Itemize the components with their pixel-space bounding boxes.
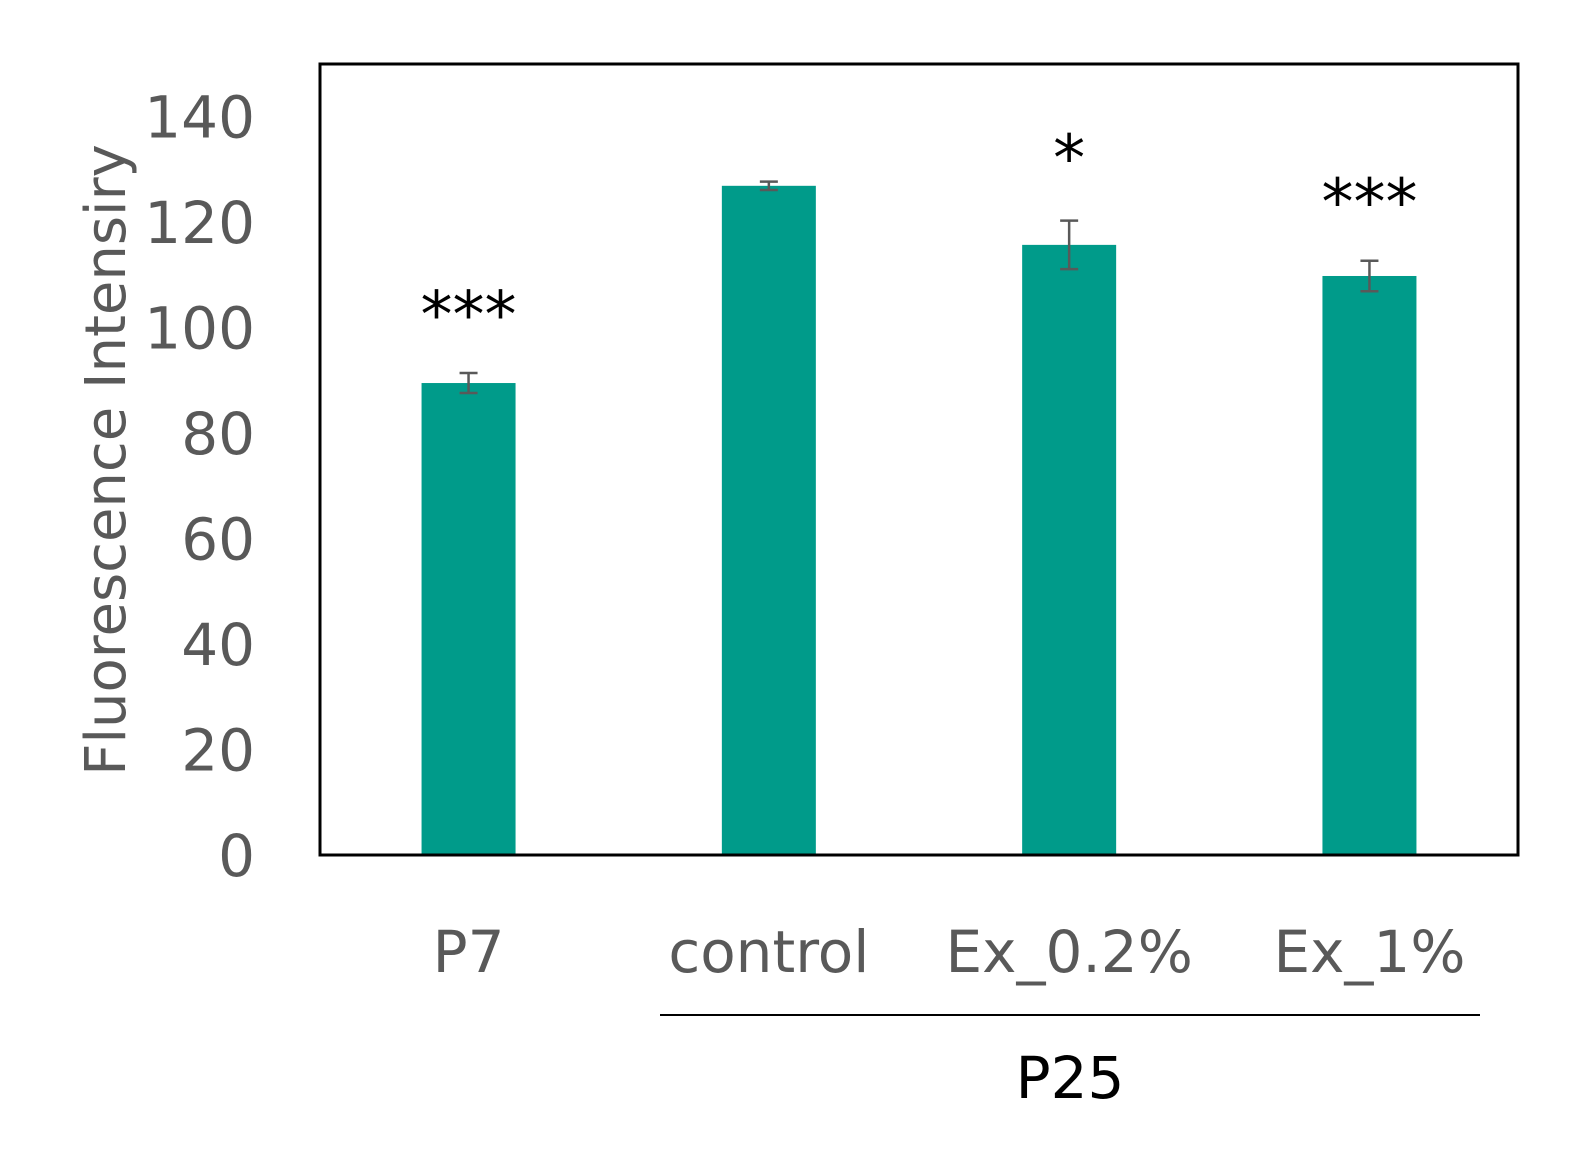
significance-marker: ***: [421, 279, 517, 353]
x-tick-label: Ex_1%: [1273, 918, 1465, 986]
y-tick-label: 140: [144, 84, 255, 152]
y-tick-label: 0: [218, 822, 255, 890]
x-tick-label: Ex_0.2%: [945, 918, 1192, 986]
y-tick-label: 80: [181, 400, 255, 468]
y-tick-label: 100: [144, 295, 255, 363]
significance-marker: ***: [1321, 167, 1417, 241]
y-tick-label: 60: [181, 506, 255, 574]
bar-Ex_0.2%: [1022, 244, 1117, 855]
x-tick-label: P7: [433, 918, 505, 986]
bar-control: [721, 185, 816, 856]
error-bar-Ex_1%: [1360, 259, 1379, 293]
bar-Ex_1%: [1322, 275, 1417, 855]
bar-P7: [421, 383, 516, 855]
x-tick-label: control: [668, 918, 869, 986]
error-bar-control: [759, 180, 778, 192]
significance-marker: *: [1053, 123, 1085, 197]
y-tick-label: 20: [181, 717, 255, 785]
error-bar-Ex_0.2%: [1060, 219, 1079, 271]
y-axis-label: Fluorescence Intensiry: [74, 144, 139, 776]
y-tick-label: 40: [181, 611, 255, 679]
error-bar-P7: [459, 371, 478, 395]
y-tick-label: 120: [144, 189, 255, 257]
group-label: P25: [1016, 1044, 1125, 1112]
plot-frame: [318, 62, 1520, 857]
